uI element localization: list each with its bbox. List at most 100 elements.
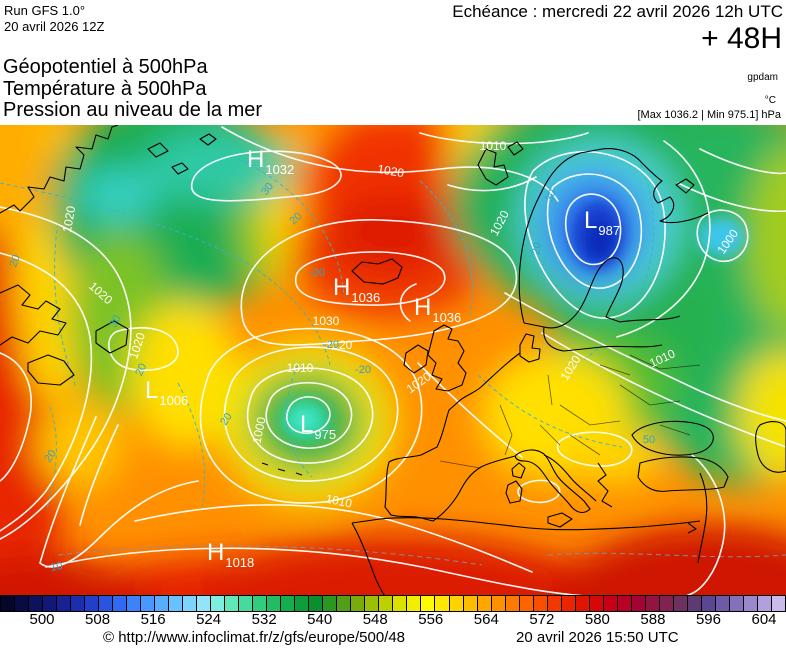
- scale-label: 516: [140, 611, 166, 628]
- scale-label: 500: [29, 611, 55, 628]
- scale-tile: [700, 595, 716, 612]
- scale-label: 596: [695, 611, 721, 628]
- scale-tile: [350, 595, 366, 612]
- title-geopotential: Géopotentiel à 500hPa: [3, 56, 208, 78]
- scale-tile: [770, 595, 786, 612]
- scale-tile: [476, 595, 492, 612]
- scale-label: 604: [751, 611, 777, 628]
- temperature-value-label: 30: [259, 181, 276, 198]
- scale-tile: [574, 595, 590, 612]
- geopotential-color-scale: [0, 595, 786, 612]
- isobar-value-label: 1020: [60, 205, 78, 234]
- scale-tile: [56, 595, 72, 612]
- scale-tile: [686, 595, 702, 612]
- isobar-value-label: 1010: [287, 361, 314, 375]
- scale-tile: [28, 595, 44, 612]
- scale-tile: [70, 595, 86, 612]
- scale-tile: [658, 595, 674, 612]
- scale-label: 572: [529, 611, 555, 628]
- temperature-value-label: 20: [42, 448, 59, 465]
- forecast-map: H1032 H1036 H1036 L987 L1006 L975 H1018 1010 102…: [0, 125, 786, 595]
- scale-tile: [140, 595, 156, 612]
- isobar-contours: [0, 126, 786, 595]
- scale-tile: [42, 595, 58, 612]
- scale-tile: [546, 595, 562, 612]
- title-pressure: Pression au niveau de la mer: [3, 99, 263, 121]
- isobar-value-label: 1030: [313, 314, 340, 328]
- parameter-titles: Géopotentiel à 500hPa Température à 500h…: [3, 56, 263, 122]
- scale-tile: [182, 595, 198, 612]
- scale-tile: [322, 595, 338, 612]
- scale-tile: [420, 595, 436, 612]
- forecast-offset-label: + 48H: [701, 22, 782, 55]
- scale-tile: [504, 595, 520, 612]
- pressure-center-label: H1018: [207, 539, 254, 570]
- scale-tile: [588, 595, 604, 612]
- temperature-value-label: 20: [218, 411, 235, 428]
- run-model-label: Run GFS 1.0°: [4, 3, 86, 18]
- scale-tile: [672, 595, 688, 612]
- scale-label: 580: [584, 611, 610, 628]
- scale-tile: [196, 595, 212, 612]
- scale-label: 564: [473, 611, 499, 628]
- title-temperature: Température à 500hPa: [3, 77, 207, 100]
- scale-tile: [294, 595, 310, 612]
- valid-time-label: Echéance : mercredi 22 avril 2026 12h UT…: [452, 2, 783, 21]
- unit-temp-label: °C: [764, 95, 776, 106]
- scale-tile: [616, 595, 632, 612]
- scale-tile: [406, 595, 422, 612]
- scale-tile: [238, 595, 254, 612]
- scale-tile: [364, 595, 380, 612]
- scale-tile: [112, 595, 128, 612]
- scale-tile: [98, 595, 114, 612]
- temperature-value-label: 30: [543, 188, 559, 204]
- scale-tile: [14, 595, 30, 612]
- scale-tile: [728, 595, 744, 612]
- scale-tile: [266, 595, 282, 612]
- temperature-value-label: 50: [643, 434, 655, 446]
- scale-tile: [210, 595, 226, 612]
- scale-tile: [392, 595, 408, 612]
- scale-tile: [714, 595, 730, 612]
- scale-tile: [336, 595, 352, 612]
- isobar-value-label: 1010: [480, 139, 507, 153]
- temperature-value-label: -20: [323, 339, 339, 351]
- scale-tile: [644, 595, 660, 612]
- scale-tile: [378, 595, 394, 612]
- footer: © http://www.infoclimat.fr/z/gfs/europe/…: [0, 629, 786, 648]
- temperature-field-cores: [281, 201, 746, 440]
- run-date-label: 20 avril 2026 12Z: [4, 19, 105, 34]
- temperature-value-label: 10: [49, 560, 63, 574]
- scale-tile: [630, 595, 646, 612]
- pressure-center-label: H1032: [247, 146, 294, 177]
- scale-tile: [448, 595, 464, 612]
- scale-tile: [742, 595, 758, 612]
- scale-tile: [756, 595, 772, 612]
- coastlines: [0, 125, 786, 595]
- temperature-value-label: 20: [133, 362, 149, 378]
- pressure-center-label: L975: [300, 411, 336, 442]
- scale-tile: [280, 595, 296, 612]
- scale-label: 532: [251, 611, 277, 628]
- scale-label: 524: [196, 611, 222, 628]
- pressure-center-label: L987: [584, 207, 620, 238]
- scale-label: 548: [362, 611, 388, 628]
- scale-label: 556: [418, 611, 444, 628]
- scale-tile: [532, 595, 548, 612]
- scale-tile: [602, 595, 618, 612]
- scale-tile: [0, 595, 16, 612]
- color-scale-labels: 500 508 516 524 532 540 548 556 564 572 580 588 596 6…: [0, 611, 786, 629]
- unit-gpdam-label: gpdam: [747, 72, 778, 83]
- scale-tile: [126, 595, 142, 612]
- scale-tile: [154, 595, 170, 612]
- pressure-center-label: L1006: [145, 377, 188, 408]
- temperature-value-label: 20: [530, 241, 544, 255]
- scale-label: 508: [85, 611, 111, 628]
- scale-tile: [308, 595, 324, 612]
- pressure-center-label: H1036: [333, 274, 380, 305]
- isobar-value-label: 1020: [326, 338, 353, 352]
- temperature-value-label: 30: [107, 313, 124, 330]
- temperature-value-label: -20: [309, 267, 325, 279]
